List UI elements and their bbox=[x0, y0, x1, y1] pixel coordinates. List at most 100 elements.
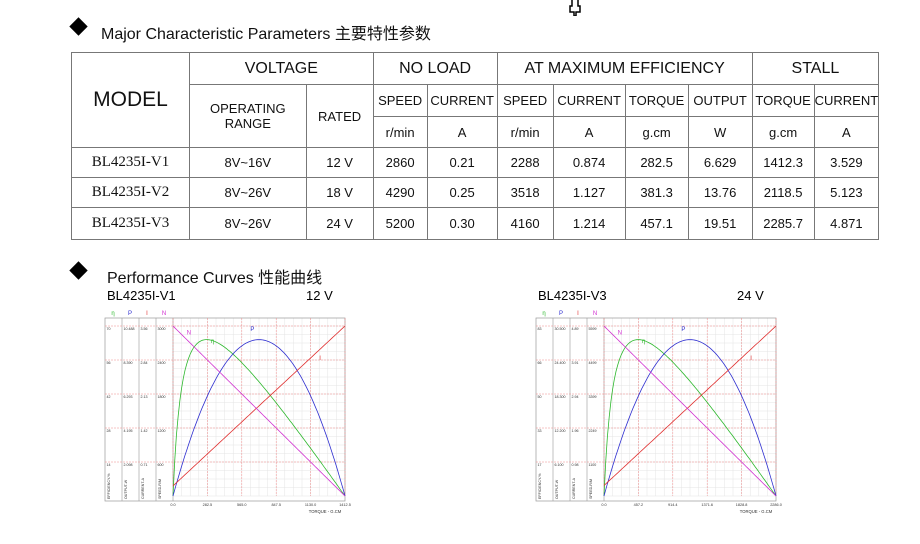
table-cell: 1.214 bbox=[552, 207, 626, 240]
scale-label: 2.84 bbox=[141, 361, 148, 365]
table-cell: OPERATING RANGE bbox=[189, 84, 307, 148]
x-axis-label: TORQUE - G.CM bbox=[740, 509, 773, 514]
axis-label: CURRENT-A bbox=[572, 477, 576, 499]
curve-label: P bbox=[250, 327, 254, 333]
curve-label: P bbox=[681, 327, 685, 333]
curve bbox=[603, 339, 777, 497]
scale-label: 50 bbox=[538, 395, 542, 399]
curve-label: I bbox=[319, 356, 321, 362]
scale-label: 1100 bbox=[589, 463, 597, 467]
table-cell: VOLTAGE bbox=[189, 52, 374, 85]
legend-symbol: I bbox=[577, 311, 579, 317]
table-cell: 2118.5 bbox=[751, 177, 815, 208]
table-row: MODEL VOLTAGE NO LOAD AT MAXIMUM EFFICIENCY… bbox=[71, 52, 880, 148]
legend-symbol: I bbox=[146, 311, 148, 317]
table-cell: 19.51 bbox=[687, 207, 753, 240]
scale-label: 14 bbox=[107, 463, 111, 467]
scale-label: 56 bbox=[107, 361, 111, 365]
x-tick-label: 457.2 bbox=[634, 503, 644, 507]
curve-label: η bbox=[211, 339, 214, 345]
x-tick-label: 0.0 bbox=[601, 503, 606, 507]
table-cell: 1412.3 bbox=[751, 147, 815, 178]
table-cell: 4160 bbox=[496, 207, 554, 240]
scale-label: 28 bbox=[107, 429, 111, 433]
scale-label: 2.098 bbox=[124, 463, 133, 467]
section-title: Performance Curves 性能曲线 bbox=[107, 270, 323, 287]
table-row: BL4235I-V1 8V~16V 12 V 2860 0.21 2288 0.874 282… bbox=[71, 147, 880, 178]
scale-label: 1800 bbox=[158, 395, 166, 399]
scale-label: 3000 bbox=[158, 327, 166, 331]
table-cell: TORQUE bbox=[624, 84, 689, 117]
curve bbox=[603, 325, 777, 497]
x-tick-label: 1130.0 bbox=[305, 503, 316, 507]
scale-label: 30.500 bbox=[555, 327, 566, 331]
legend-symbol: N bbox=[162, 311, 166, 317]
chart-model: BL4235I-V3 bbox=[538, 288, 607, 303]
legend-symbol: η bbox=[111, 311, 114, 317]
table-cell: BL4235I-V1 bbox=[71, 147, 190, 178]
scale-label: 2.94 bbox=[572, 395, 579, 399]
curve bbox=[172, 325, 346, 487]
scale-label: 12.200 bbox=[555, 429, 566, 433]
x-tick-label: 0.0 bbox=[170, 503, 175, 507]
section-title: Major Characteristic Parameters 主要特性参数 bbox=[101, 26, 431, 43]
curve bbox=[172, 339, 346, 497]
table-cell: 5200 bbox=[372, 207, 428, 240]
scale-label: 0.71 bbox=[141, 463, 148, 467]
table-cell: 3518 bbox=[496, 177, 554, 208]
scale-label: 33 bbox=[538, 429, 542, 433]
chart-frame bbox=[104, 317, 346, 502]
scale-label: 42 bbox=[107, 395, 111, 399]
chart-model: BL4235I-V1 bbox=[107, 288, 176, 303]
table-cell: 0.25 bbox=[426, 177, 498, 208]
legend-symbol: N bbox=[593, 311, 597, 317]
chart-frame bbox=[535, 317, 777, 502]
scale-label: 10.488 bbox=[124, 327, 135, 331]
table-cell: NO LOAD bbox=[372, 52, 498, 85]
x-tick-label: 565.0 bbox=[237, 503, 247, 507]
chart-voltage: 24 V bbox=[737, 288, 764, 303]
scale-label: 1.96 bbox=[572, 429, 579, 433]
table-cell: A bbox=[813, 116, 880, 148]
scale-label: 4.89 bbox=[572, 327, 579, 331]
table-cell: 13.76 bbox=[687, 177, 753, 208]
scale-label: 5599 bbox=[589, 327, 597, 331]
axis-label: SPEED-R/M bbox=[158, 479, 162, 499]
table-cell: W bbox=[687, 116, 753, 148]
table-cell: 457.1 bbox=[624, 207, 689, 240]
table-cell: g.cm bbox=[751, 116, 815, 148]
scale-label: 6.100 bbox=[555, 463, 564, 467]
x-tick-label: 2286.0 bbox=[770, 503, 782, 507]
scale-label: 70 bbox=[107, 327, 111, 331]
curve-label: N bbox=[187, 331, 191, 337]
scale-label: 1200 bbox=[158, 429, 166, 433]
scale-label: 2249 bbox=[589, 429, 597, 433]
table-cell: BL4235I-V3 bbox=[71, 207, 190, 240]
scale-label: 3.91 bbox=[572, 361, 579, 365]
scale-label: 8.390 bbox=[124, 361, 133, 365]
connector-icon bbox=[569, 0, 581, 16]
x-tick-label: 1828.8 bbox=[736, 503, 748, 507]
scale-label: 24.400 bbox=[555, 361, 566, 365]
scale-label: 4.195 bbox=[124, 429, 133, 433]
x-axis-label: TORQUE - G.CM bbox=[309, 509, 342, 514]
scale-label: 1.42 bbox=[141, 429, 148, 433]
legend-symbol: P bbox=[559, 311, 563, 317]
x-tick-label: 914.4 bbox=[668, 503, 678, 507]
axis-label: CURRENT-A bbox=[141, 477, 145, 499]
scale-label: 17 bbox=[538, 463, 542, 467]
table-cell: 0.874 bbox=[552, 147, 626, 178]
table-cell: 4290 bbox=[372, 177, 428, 208]
table-row: BL4235I-V2 8V~26V 18 V 4290 0.25 3518 1.127 381… bbox=[71, 177, 880, 208]
table-cell: 5.123 bbox=[813, 177, 880, 208]
table-cell: 24 V bbox=[305, 207, 374, 240]
performance-chart: η P I N 70 10.488 3.56 3000 56 8.390 2.84 2400 42 6.2… bbox=[104, 311, 351, 514]
curve bbox=[603, 325, 777, 486]
scale-label: 6.293 bbox=[124, 395, 133, 399]
axis-label: SPEED-R/M bbox=[589, 479, 593, 499]
table-cell: MODEL bbox=[71, 52, 190, 148]
table-cell: 4.871 bbox=[813, 207, 880, 240]
table-cell: A bbox=[552, 116, 626, 148]
table-cell: STALL bbox=[751, 52, 880, 85]
